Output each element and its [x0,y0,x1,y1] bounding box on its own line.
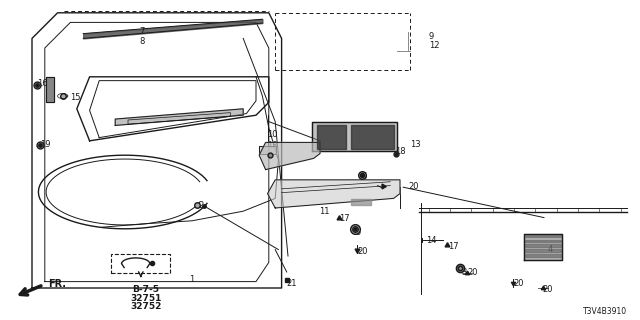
Text: 17: 17 [339,214,350,223]
Text: 18: 18 [396,147,406,156]
Text: 5: 5 [355,228,360,237]
Polygon shape [115,109,243,125]
Text: 4: 4 [547,245,552,254]
Text: 17: 17 [448,242,459,251]
Polygon shape [525,240,561,242]
Polygon shape [351,125,394,149]
Text: 20: 20 [513,279,524,288]
Text: 3: 3 [461,268,466,277]
Polygon shape [312,122,397,151]
Text: 20: 20 [467,268,477,277]
Text: 14: 14 [426,236,436,245]
Text: FR.: FR. [48,279,66,289]
Text: 18: 18 [268,141,278,150]
Text: 1: 1 [189,275,194,284]
Polygon shape [268,180,400,208]
Polygon shape [525,249,561,252]
Polygon shape [259,142,320,170]
Polygon shape [46,77,54,102]
Polygon shape [317,125,346,149]
Text: 6: 6 [362,172,367,181]
Text: 9: 9 [429,32,434,41]
Text: 15: 15 [70,93,81,102]
Polygon shape [259,146,276,154]
Text: 21: 21 [287,279,297,288]
Polygon shape [525,244,561,247]
Text: 20: 20 [543,285,553,294]
Text: 19: 19 [40,140,50,149]
Polygon shape [525,235,561,237]
Text: B-7-5: B-7-5 [132,285,159,294]
Text: 2: 2 [198,201,204,210]
Text: 11: 11 [319,207,329,216]
Polygon shape [524,234,562,260]
Text: 32752: 32752 [130,302,162,311]
Text: 12: 12 [429,41,439,50]
Text: 8: 8 [140,37,145,46]
Polygon shape [525,254,561,257]
Text: 20: 20 [408,182,419,191]
Text: 20: 20 [357,247,367,256]
Polygon shape [351,199,371,205]
Text: T3V4B3910: T3V4B3910 [583,308,627,316]
Text: 7: 7 [140,28,145,36]
Text: 10: 10 [268,130,278,139]
Text: 16: 16 [37,79,48,88]
Text: 32751: 32751 [130,294,162,303]
Text: 13: 13 [410,140,420,149]
